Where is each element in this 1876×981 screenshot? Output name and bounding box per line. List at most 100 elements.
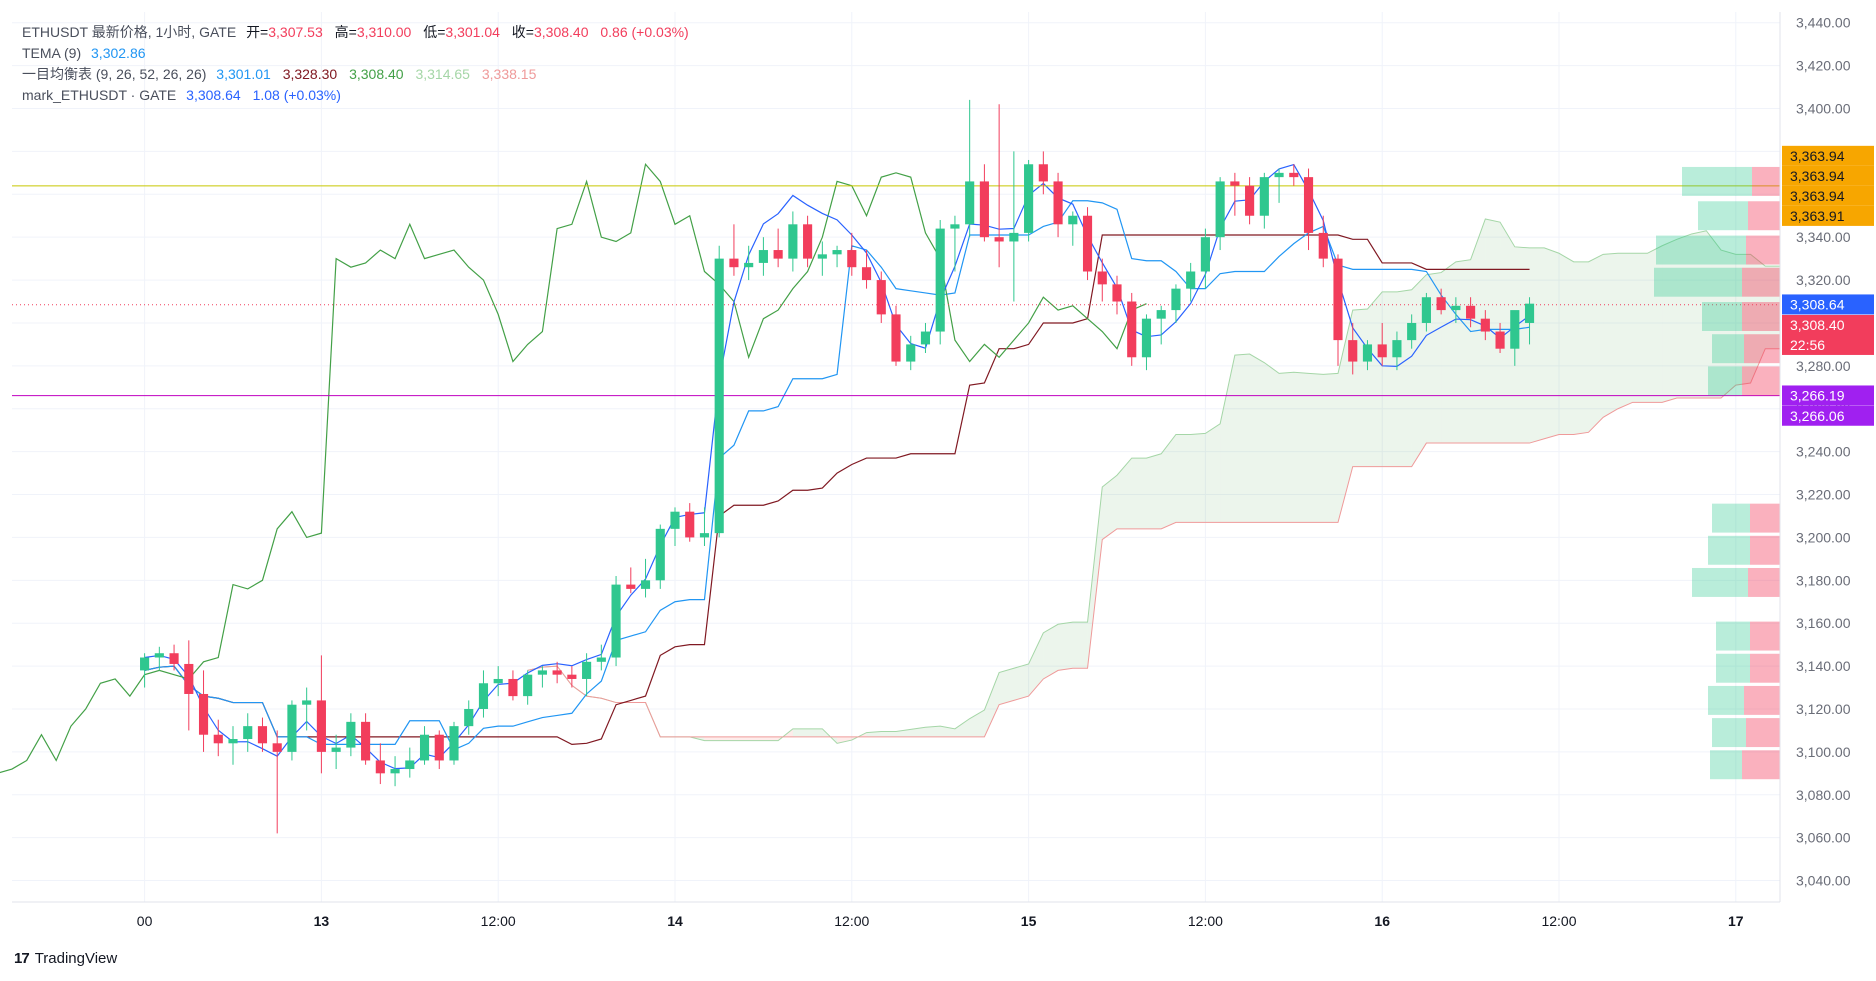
volume-profile-up-bar bbox=[1698, 201, 1748, 231]
ichimoku-cloud-segment bbox=[1308, 373, 1324, 523]
candle-body bbox=[1421, 297, 1431, 323]
ichimoku-cloud-segment bbox=[1117, 458, 1132, 529]
ichimoku-cloud-segment bbox=[1455, 259, 1471, 444]
price-axis-tick-label: 3,180.00 bbox=[1796, 572, 1851, 588]
price-badge-bg bbox=[1782, 294, 1874, 315]
volume-profile-up-bar bbox=[1716, 653, 1750, 683]
ichimoku-chikou-value: 3,308.40 bbox=[349, 66, 404, 82]
price-badge: 3,363.94 bbox=[1782, 145, 1874, 166]
candle-body bbox=[1303, 177, 1314, 233]
tema-line bbox=[144, 163, 1530, 770]
volume-profile-down-bar bbox=[1748, 201, 1782, 231]
candle-body bbox=[405, 760, 415, 770]
price-badge-bg bbox=[1782, 314, 1874, 355]
tradingview-footer[interactable]: 17 TradingView bbox=[14, 950, 117, 967]
candle-body bbox=[1333, 258, 1343, 341]
ichimoku-cloud-segment bbox=[866, 731, 882, 737]
ichimoku-cloud-segment bbox=[1382, 291, 1397, 467]
candle-body bbox=[965, 181, 975, 225]
legend-ichimoku-row[interactable]: 一目均衡表 (9, 26, 52, 26, 26) 3,301.01 3,328… bbox=[22, 64, 697, 85]
ichimoku-cloud-segment bbox=[763, 736, 779, 741]
candle-body bbox=[464, 708, 474, 727]
ichimoku-span-b-line bbox=[527, 236, 1876, 738]
candle-body bbox=[1127, 301, 1137, 358]
volume-profile-up-bar bbox=[1682, 166, 1752, 196]
ichimoku-cloud-segment bbox=[1352, 309, 1368, 467]
price-axis-tick-label: 3,340.00 bbox=[1796, 229, 1851, 245]
ichimoku-cloud-segment bbox=[1485, 218, 1501, 444]
ichimoku-cloud-segment bbox=[1102, 475, 1117, 540]
candle-body bbox=[906, 344, 916, 362]
ichimoku-cloud-segment bbox=[1175, 434, 1191, 523]
candle-body bbox=[714, 258, 724, 534]
legend-mark-row[interactable]: mark_ETHUSDT · GATE 3,308.64 1.08 (+0.03… bbox=[22, 85, 697, 106]
price-axis-tick-label: 3,440.00 bbox=[1796, 15, 1851, 31]
ichimoku-cloud-segment bbox=[792, 728, 808, 737]
legend-tema-row[interactable]: TEMA (9) 3,302.86 bbox=[22, 43, 697, 64]
price-badge-text: 3,363.94 bbox=[1790, 168, 1845, 184]
ichimoku-cloud-segment bbox=[1662, 239, 1677, 403]
symbol-label[interactable]: ETHUSDT 最新价格, 1小时, GATE bbox=[22, 24, 237, 40]
candle-body bbox=[257, 726, 268, 744]
price-badge: 3,363.94 bbox=[1782, 185, 1874, 206]
volume-profile-down-bar bbox=[1748, 567, 1782, 597]
ichimoku-cloud-segment bbox=[748, 736, 764, 741]
candle-body bbox=[1289, 172, 1299, 178]
volume-profile-down-bar bbox=[1742, 750, 1782, 780]
ichimoku-kijun-line bbox=[144, 234, 1530, 745]
volume-profile-down-bar bbox=[1750, 621, 1782, 651]
price-badge-text: 3,308.40 bbox=[1790, 317, 1845, 333]
volume-profile-down-bar bbox=[1742, 366, 1782, 396]
ichimoku-cloud-segment bbox=[1058, 622, 1073, 671]
volume-profile-up-bar bbox=[1712, 718, 1746, 748]
volume-profile-down-bar bbox=[1742, 267, 1782, 297]
price-axis-tick-label: 3,120.00 bbox=[1796, 701, 1851, 717]
high-label: 高= bbox=[334, 24, 357, 40]
ichimoku-cloud-segment bbox=[719, 736, 734, 741]
candle-body bbox=[1097, 271, 1107, 285]
time-axis-tick-label: 12:00 bbox=[1541, 913, 1576, 929]
volume-profile-up-bar bbox=[1708, 366, 1742, 396]
price-badge-bg bbox=[1782, 165, 1874, 186]
candle-body bbox=[1274, 172, 1284, 178]
ichimoku-cloud-segment bbox=[1190, 433, 1206, 523]
ichimoku-cloud-segment bbox=[807, 728, 823, 737]
ichimoku-cloud-segment bbox=[910, 727, 926, 737]
volume-profile-up-bar bbox=[1692, 567, 1748, 597]
candle-body bbox=[1318, 232, 1328, 259]
volume-profile-up-bar bbox=[1708, 685, 1744, 715]
high-value: 3,310.00 bbox=[356, 24, 412, 40]
candle-body bbox=[1200, 237, 1210, 272]
ichimoku-cloud-segment bbox=[940, 726, 955, 737]
candle-body bbox=[1038, 164, 1048, 182]
ichimoku-cloud-segment bbox=[1293, 372, 1309, 523]
candle-body bbox=[1259, 177, 1269, 216]
candle-body bbox=[434, 734, 444, 761]
ichimoku-cloud-segment bbox=[1072, 622, 1088, 669]
mark-change: 1.08 (+0.03%) bbox=[252, 87, 341, 103]
ichimoku-cloud-segment bbox=[1043, 624, 1059, 679]
price-axis-tick-label: 3,200.00 bbox=[1796, 529, 1851, 545]
candle-body bbox=[1245, 185, 1255, 216]
close-label: 收= bbox=[511, 24, 534, 40]
candle-body bbox=[655, 528, 665, 581]
time-axis-tick-label: 16 bbox=[1374, 913, 1390, 929]
candle-body bbox=[1451, 305, 1461, 311]
tradingview-logo-icon: 17 bbox=[14, 950, 30, 967]
candle-body bbox=[537, 670, 547, 675]
candle-body bbox=[1480, 318, 1490, 332]
candle-body bbox=[803, 224, 813, 259]
price-axis-tick-label: 3,280.00 bbox=[1796, 358, 1851, 374]
candle-body bbox=[1510, 310, 1520, 349]
candle-body bbox=[817, 254, 827, 259]
candle-body bbox=[1186, 271, 1196, 289]
candle-body bbox=[994, 237, 1004, 242]
ichimoku-cloud-segment bbox=[1146, 453, 1162, 529]
ichimoku-cloud-segment bbox=[1131, 458, 1147, 529]
ichimoku-cloud-segment bbox=[1220, 355, 1235, 523]
ichimoku-cloud-segment bbox=[881, 731, 896, 737]
tema-label: TEMA (9) bbox=[22, 45, 82, 61]
candle-body bbox=[346, 721, 356, 748]
candle-body bbox=[140, 657, 150, 671]
